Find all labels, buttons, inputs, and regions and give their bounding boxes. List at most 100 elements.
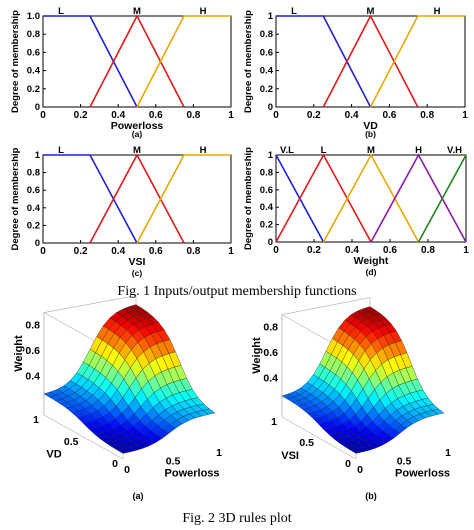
x-axis-label: Weight <box>354 255 389 267</box>
x-tick-label: 0.2 <box>74 110 88 121</box>
series-label: M <box>133 6 141 17</box>
z-tick-label: 0.8 <box>263 321 278 333</box>
x-tick-label: 0.8 <box>186 110 200 121</box>
y-tick-label: 0 <box>345 458 351 470</box>
y-axis-label: Degree of membership <box>10 147 21 250</box>
z-axis-label: Weight <box>13 335 25 372</box>
y-tick-label: 1.0 <box>27 11 40 22</box>
x-tick-label: 0.8 <box>186 246 200 257</box>
y-tick-label: 1 <box>268 11 274 22</box>
series-line-h <box>369 15 465 108</box>
y-tick-label: 0.8 <box>27 168 40 179</box>
x-axis-label: VSI <box>129 256 146 268</box>
x-tick-label: 0.8 <box>421 245 435 256</box>
z-tick-label: 0.4 <box>263 373 278 385</box>
z-tick-label: 0.4 <box>25 371 40 383</box>
x-tick-label: 0.6 <box>383 245 397 256</box>
y-tick-label: 0.2 <box>260 84 273 95</box>
x-axis-label: Powerloss <box>165 467 220 479</box>
series-label: H <box>434 6 441 17</box>
y-tick-label: 0.6 <box>27 185 40 196</box>
series-line-h <box>136 154 231 244</box>
series-line-l <box>275 153 372 243</box>
y-axis-label: VD <box>46 449 61 461</box>
y-axis-label: Degree of membership <box>243 147 254 250</box>
series-label: L <box>291 6 297 17</box>
x-tick-label: 1 <box>216 447 222 459</box>
membership-chart-1: 0 0.2 0.4 0.6 0.8 1 0 0.2 0.4 0.6 0.8 1.0 L M H Powerlo… <box>10 6 234 139</box>
figure1-caption: Fig. 1 Inputs/output membership function… <box>117 284 357 299</box>
y-tick-label: 0.8 <box>260 29 273 40</box>
y-tick-label: 1 <box>268 150 274 161</box>
y-tick-label: 0 <box>112 458 118 470</box>
y-tick-label: 0 <box>268 237 273 248</box>
x-tick-label: 0.5 <box>166 456 181 468</box>
series-label: H <box>415 145 422 156</box>
series-line-h <box>370 153 467 243</box>
x-tick-label: 0.5 <box>397 456 412 468</box>
z-tick-label: 0.6 <box>263 347 278 359</box>
x-tick-label: 0.2 <box>307 245 321 256</box>
series-line-m <box>89 14 185 108</box>
y-tick-label: 1 <box>271 416 277 428</box>
x-tick-label: 0.6 <box>149 110 163 121</box>
series-label: H <box>200 6 207 17</box>
x-tick-label: 0 <box>124 464 130 476</box>
panel-label: (b) <box>365 129 376 139</box>
y-tick-label: 0.8 <box>260 167 273 178</box>
x-tick-label: 1 <box>228 246 234 257</box>
series-line-l <box>43 154 138 244</box>
y-tick-label: 0 <box>268 102 273 113</box>
plot-frame <box>42 15 232 108</box>
x-tick-label: 0.4 <box>111 246 125 257</box>
x-tick-label: 0.4 <box>345 110 359 121</box>
panel-label: (a) <box>133 491 144 501</box>
series-line-m <box>89 153 185 244</box>
plot-frame <box>275 15 466 108</box>
y-tick-label: 0 <box>35 238 40 249</box>
x-tick-label: 1 <box>445 447 451 459</box>
series-label: L <box>58 6 64 17</box>
series-label: V.L <box>280 145 294 156</box>
y-tick-label: 0.5 <box>64 436 79 448</box>
y-axis-label: VSI <box>281 450 299 462</box>
membership-chart-3: 0 0.2 0.4 0.6 0.8 1 0 0.2 0.4 0.6 0.8 1 L M H VSI(c) Deg… <box>10 145 234 278</box>
y-tick-label: 0.5 <box>299 437 314 449</box>
y-tick-label: 0.6 <box>27 47 40 58</box>
y-axis-label: Degree of membership <box>10 10 21 113</box>
plot-frame <box>275 154 467 243</box>
series-line-m <box>322 14 419 108</box>
surface-patch <box>431 408 445 415</box>
z-tick-label: 0.8 <box>25 319 40 331</box>
series-label: M <box>367 6 375 17</box>
panel-label: (d) <box>366 267 377 277</box>
x-tick-label: 0.2 <box>74 246 88 257</box>
x-tick-label: 0 <box>40 110 46 121</box>
membership-chart-2: 0 0.2 0.4 0.6 0.8 1 0 0.2 0.4 0.6 0.8 1 L M H VD(b) Degr… <box>243 6 468 139</box>
series-line-vh <box>417 154 467 243</box>
x-tick-label: 0 <box>40 246 46 257</box>
y-tick-label: 0.2 <box>260 220 273 231</box>
series-line-l <box>276 15 372 108</box>
x-tick-label: 0 <box>357 464 363 476</box>
series-label: H <box>200 145 207 156</box>
series-label: V.H <box>447 145 462 156</box>
x-axis-label: VD <box>363 120 378 132</box>
panel-label: (c) <box>132 268 143 278</box>
y-tick-label: 0.2 <box>27 84 40 95</box>
x-tick-label: 0.6 <box>149 246 163 257</box>
x-tick-label: 1 <box>462 110 468 121</box>
x-axis-label: Powerloss <box>395 467 450 479</box>
series-label: L <box>58 145 64 156</box>
series-label: M <box>133 145 141 156</box>
y-tick-label: 0.6 <box>260 47 273 58</box>
y-tick-label: 0.2 <box>27 220 40 231</box>
figure2-caption: Fig. 2 3D rules plot <box>182 511 292 526</box>
x-tick-label: 0 <box>273 110 279 121</box>
panel-label: (b) <box>365 491 377 501</box>
y-tick-label: 0.4 <box>27 203 41 214</box>
y-tick-label: 0.4 <box>260 202 274 213</box>
x-tick-label: 0.6 <box>382 110 396 121</box>
